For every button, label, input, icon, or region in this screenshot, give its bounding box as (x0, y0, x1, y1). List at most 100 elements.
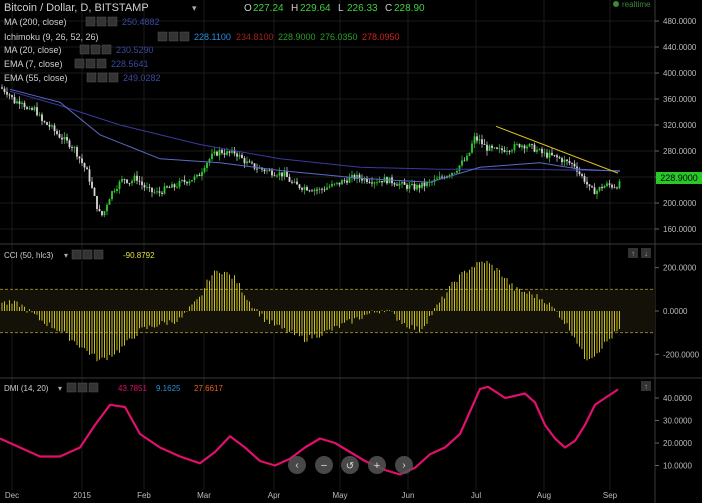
candle (493, 147, 496, 149)
dmi-settings-icon[interactable] (77, 382, 88, 393)
cci-panel-up-icon[interactable]: ↑ (628, 248, 638, 258)
candle (91, 177, 93, 190)
eye-icon[interactable] (79, 44, 90, 55)
candle-body (63, 136, 66, 140)
candle-body (136, 175, 138, 181)
dmi-panel-up-icon[interactable]: ↑ (641, 381, 651, 391)
candle (53, 123, 56, 136)
indicator-row: MA (200, close) 250.4882 (4, 16, 160, 27)
candle-body (493, 147, 496, 149)
candle-body (183, 180, 186, 182)
cci-panel-down-icon[interactable]: ↓ (641, 248, 651, 258)
candle-body (313, 189, 316, 192)
settings-icon[interactable] (96, 16, 107, 27)
zoom-in-button[interactable]: + (368, 456, 386, 474)
candle-body (208, 159, 211, 163)
candle-body (28, 108, 31, 109)
candle (376, 178, 378, 186)
dmi-label[interactable]: DMI (14, 20) (4, 384, 49, 393)
zoom-out-button[interactable]: − (315, 456, 333, 474)
candle-body (511, 150, 513, 152)
candle-body (536, 149, 538, 152)
candle-body (506, 151, 508, 152)
candle (603, 184, 606, 189)
price-tick-label: 320.0000 (663, 121, 697, 130)
candle-body (226, 151, 228, 155)
candle-body (271, 170, 273, 176)
eye-icon[interactable] (86, 72, 97, 83)
candle (606, 180, 608, 188)
candle-body (368, 181, 371, 183)
candle (503, 146, 506, 153)
cci-label[interactable]: CCI (50, hlc3) (4, 251, 54, 260)
candle-body (591, 186, 593, 188)
candle (131, 178, 133, 186)
settings-icon[interactable] (97, 72, 108, 83)
ohlc-key: C (385, 3, 392, 14)
candle-body (88, 169, 91, 182)
close-icon[interactable] (101, 44, 112, 55)
scroll-right-button[interactable]: › (395, 456, 413, 474)
candle (156, 187, 158, 195)
header-title[interactable]: Bitcoin / Dollar, D, BITSTAMP (4, 2, 149, 14)
candle (571, 162, 573, 169)
cci-eye-icon[interactable] (71, 249, 82, 260)
candle (238, 152, 241, 160)
cci-close-icon[interactable] (93, 249, 104, 260)
candle (138, 176, 141, 186)
candle-body (243, 158, 246, 164)
candle-body (558, 157, 561, 159)
candle (228, 150, 231, 157)
eye-icon[interactable] (74, 58, 85, 69)
candle-body (161, 192, 163, 194)
candle-body (363, 178, 366, 181)
candle-body (561, 158, 563, 163)
candle-body (573, 163, 576, 167)
candle-body (98, 208, 101, 212)
settings-icon[interactable] (85, 58, 96, 69)
candle (68, 138, 71, 150)
dmi-eye-icon[interactable] (66, 382, 77, 393)
eye-icon[interactable] (85, 16, 96, 27)
candle-body (513, 144, 516, 151)
close-icon[interactable] (179, 31, 190, 42)
candle-body (131, 180, 133, 184)
scroll-left-button[interactable]: ‹ (288, 456, 306, 474)
candle (173, 183, 176, 191)
candle (366, 175, 368, 184)
cci-settings-icon[interactable] (82, 249, 93, 260)
candle-body (276, 175, 278, 177)
candle-body (473, 136, 476, 144)
candle-body (61, 137, 63, 140)
candle (496, 146, 498, 150)
candle (71, 145, 73, 152)
candle (461, 155, 463, 168)
candle (26, 105, 28, 110)
candle (251, 160, 253, 165)
candle (111, 190, 113, 202)
candle (98, 204, 101, 212)
candle-body (546, 152, 548, 158)
candle (598, 186, 601, 193)
candle (481, 134, 483, 148)
candle-body (508, 151, 511, 152)
reset-button[interactable]: ↺ (341, 456, 359, 474)
cci-caret-icon[interactable]: ▾ (64, 251, 68, 260)
close-icon[interactable] (108, 72, 119, 83)
header-title-caret-icon[interactable]: ▾ (192, 3, 197, 13)
dmi-close-icon[interactable] (88, 382, 99, 393)
candle (8, 93, 11, 100)
settings-icon[interactable] (168, 31, 179, 42)
close-icon[interactable] (96, 58, 107, 69)
eye-icon[interactable] (157, 31, 168, 42)
candle-body (186, 181, 188, 184)
indicator-label: MA (20, close) (4, 45, 62, 55)
settings-icon[interactable] (90, 44, 101, 55)
candle (23, 100, 26, 111)
candle-body (123, 179, 126, 180)
close-icon[interactable] (107, 16, 118, 27)
dmi-caret-icon[interactable]: ▾ (58, 384, 62, 393)
candle (541, 146, 543, 158)
candle-body (411, 183, 413, 186)
